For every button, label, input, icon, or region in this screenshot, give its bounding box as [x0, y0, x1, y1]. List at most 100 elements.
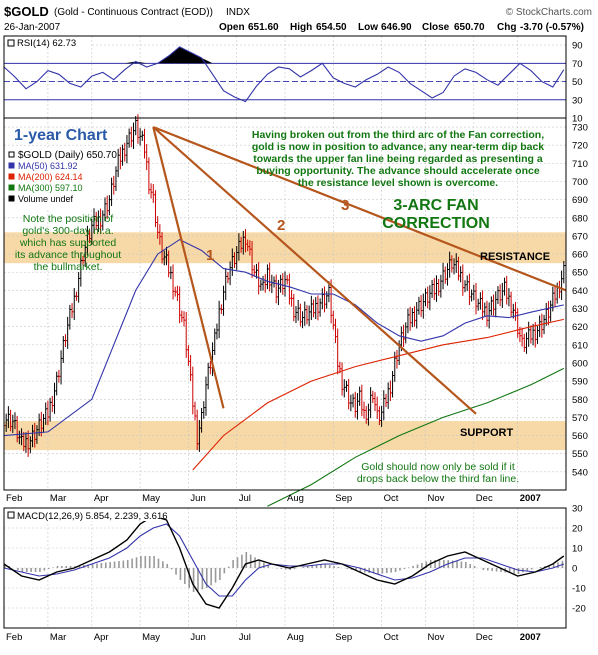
y-tick-label: 710: [572, 159, 588, 170]
macd-hist-bar: [43, 568, 46, 571]
open-value: 651.60: [248, 22, 279, 33]
x-tick-label: Aug: [287, 632, 304, 643]
ma300-line: [267, 367, 565, 507]
arc-3-label: 3: [341, 197, 349, 214]
macd-hist-bar: [293, 568, 296, 569]
chg-label: Chg: [497, 22, 516, 33]
x-tick-label: Feb: [6, 493, 22, 504]
commentary-text: Having broken out from the third arc of …: [252, 129, 544, 189]
macd-hist-bar: [113, 561, 116, 568]
legend-bg: [5, 150, 93, 208]
legend-swatch: [8, 195, 15, 202]
x-tick-label: Jun: [190, 632, 205, 643]
macd-hist-bar: [482, 568, 485, 570]
date-label: 26-Jan-2007: [4, 22, 61, 33]
note-line: its advance throughout: [15, 249, 121, 261]
x-tick-label: Mar: [50, 632, 66, 643]
macd-hist-bar: [267, 565, 270, 568]
macd-hist-bar: [69, 566, 72, 568]
macd-hist-bar: [368, 568, 371, 573]
macd-hist-bar: [245, 552, 248, 568]
macd-hist-bar: [346, 568, 349, 569]
macd-hist-bar: [166, 564, 169, 568]
fan-line-3: [152, 126, 567, 292]
macd-signal-line: [3, 523, 564, 597]
panel-frame: [3, 117, 567, 491]
exchange-label: INDX: [226, 7, 250, 18]
ma300-note: Note the position of gold's 300-day m.a.…: [15, 213, 121, 273]
macd-hist-bar: [381, 568, 384, 574]
x-tick-label: Nov: [428, 493, 445, 504]
macd-hist-bar: [135, 557, 138, 568]
macd-hist-bar: [548, 565, 551, 568]
macd-hist-bar: [407, 567, 410, 568]
macd-hist-bar: [144, 556, 147, 568]
x-tick-label: 2007: [520, 493, 541, 504]
y-tick-label: -10: [572, 584, 586, 595]
legend-entry: MA(200) 624.14: [18, 172, 83, 182]
macd-hist-bar: [517, 568, 520, 574]
macd-hist-bar: [65, 566, 68, 568]
y-tick-label: 700: [572, 177, 588, 188]
macd-title-bg: [5, 509, 161, 521]
y-tick-label: 90: [572, 41, 583, 52]
fan-line-2: [152, 126, 477, 415]
x-tick-label: Dec: [476, 493, 493, 504]
macd-hist-bar: [289, 568, 291, 570]
x-tick-label: Oct: [384, 493, 399, 504]
y-tick-label: 610: [572, 340, 588, 351]
macd-hist-bar: [153, 556, 155, 568]
x-tick-label: Apr: [94, 632, 109, 643]
macd-hist-bar: [254, 557, 256, 568]
macd-hist-bar: [241, 554, 243, 568]
macd-hist-bar: [500, 568, 502, 572]
macd-hist-bar: [118, 561, 120, 568]
x-tick-label: Dec: [476, 632, 493, 643]
macd-legend-box: [7, 511, 15, 519]
rsi-overbought-fill: [124, 46, 213, 64]
macd-hist-bar: [162, 561, 164, 568]
macd-hist-bar: [438, 560, 441, 568]
y-tick-label: 670: [572, 231, 588, 242]
low-label: Low: [358, 22, 378, 33]
high-label: High: [290, 22, 312, 33]
macd-hist-bar: [214, 568, 217, 583]
price-bars: [3, 114, 566, 457]
macd-hist-bar: [328, 565, 331, 568]
legend-entry: MA(50) 631.92: [18, 161, 78, 171]
fan-title-line: CORRECTION: [382, 215, 490, 232]
macd-hist-bar: [39, 568, 41, 572]
open-label: Open: [219, 22, 245, 33]
macd-hist-bar: [122, 560, 125, 568]
macd-hist-bar: [184, 568, 186, 584]
note-line: the bullmarket.: [34, 261, 103, 273]
macd-hist-bar: [473, 566, 476, 568]
macd-hist-bar: [47, 568, 50, 569]
macd-hist-bar: [285, 568, 287, 570]
macd-hist-bar: [460, 561, 463, 568]
macd-hist-bar: [372, 568, 375, 574]
macd-hist-bar: [557, 562, 559, 568]
ma200-line: [192, 318, 564, 471]
x-tick-label: Apr: [94, 493, 109, 504]
macd-hist-bar: [394, 568, 397, 572]
x-tick-label: Mar: [50, 493, 66, 504]
macd-hist-bar: [324, 564, 327, 568]
macd-hist-bar: [30, 568, 32, 572]
macd-hist-bar: [131, 558, 133, 568]
macd-hist-bar: [219, 568, 221, 580]
macd-line: [3, 515, 565, 609]
macd-hist-bar: [385, 568, 388, 573]
x-tick-label: Sep: [335, 493, 352, 504]
symbol-title: $GOLD: [4, 4, 49, 19]
macd-hist-bar: [175, 568, 177, 575]
chart-title: 1-year Chart: [14, 127, 108, 144]
rsi-panel: 10 30 50 70 90 RSI(14) 62.73: [3, 35, 583, 125]
macd-hist-bar: [451, 560, 454, 568]
x-tick-label: Nov: [428, 632, 445, 643]
legend-swatch: [8, 162, 15, 169]
watermark: © StockCharts.com: [506, 7, 592, 18]
macd-hist-bar: [508, 568, 511, 573]
macd-hist-bar: [390, 568, 392, 573]
